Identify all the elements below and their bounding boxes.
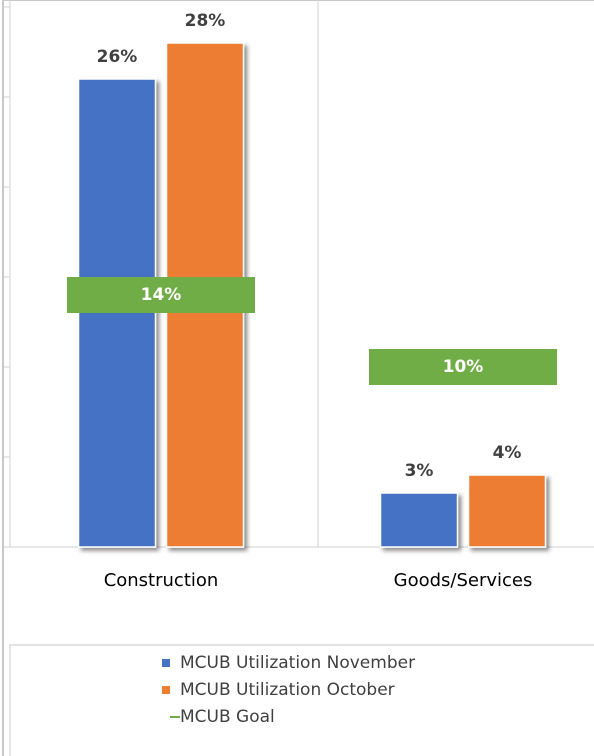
legend-swatch <box>162 686 170 694</box>
goal-label: 14% <box>141 285 182 305</box>
goal-marker <box>369 349 557 385</box>
data-label: 3% <box>405 461 434 481</box>
x-tick-label: Construction <box>104 570 219 591</box>
x-tick-label: Goods/Services <box>394 570 533 591</box>
data-label: 26% <box>97 47 138 67</box>
goal-marker <box>67 277 255 313</box>
data-label: 4% <box>493 443 522 463</box>
data-label: 28% <box>185 11 226 31</box>
goal-label: 10% <box>443 357 484 377</box>
legend-label: MCUB Utilization October <box>180 680 395 700</box>
legend-label: MCUB Utilization November <box>180 653 415 673</box>
bar <box>467 474 547 548</box>
legend-swatch <box>162 659 170 667</box>
legend-border <box>9 644 594 756</box>
bar <box>379 492 459 548</box>
legend-label: MCUB Goal <box>180 707 275 727</box>
